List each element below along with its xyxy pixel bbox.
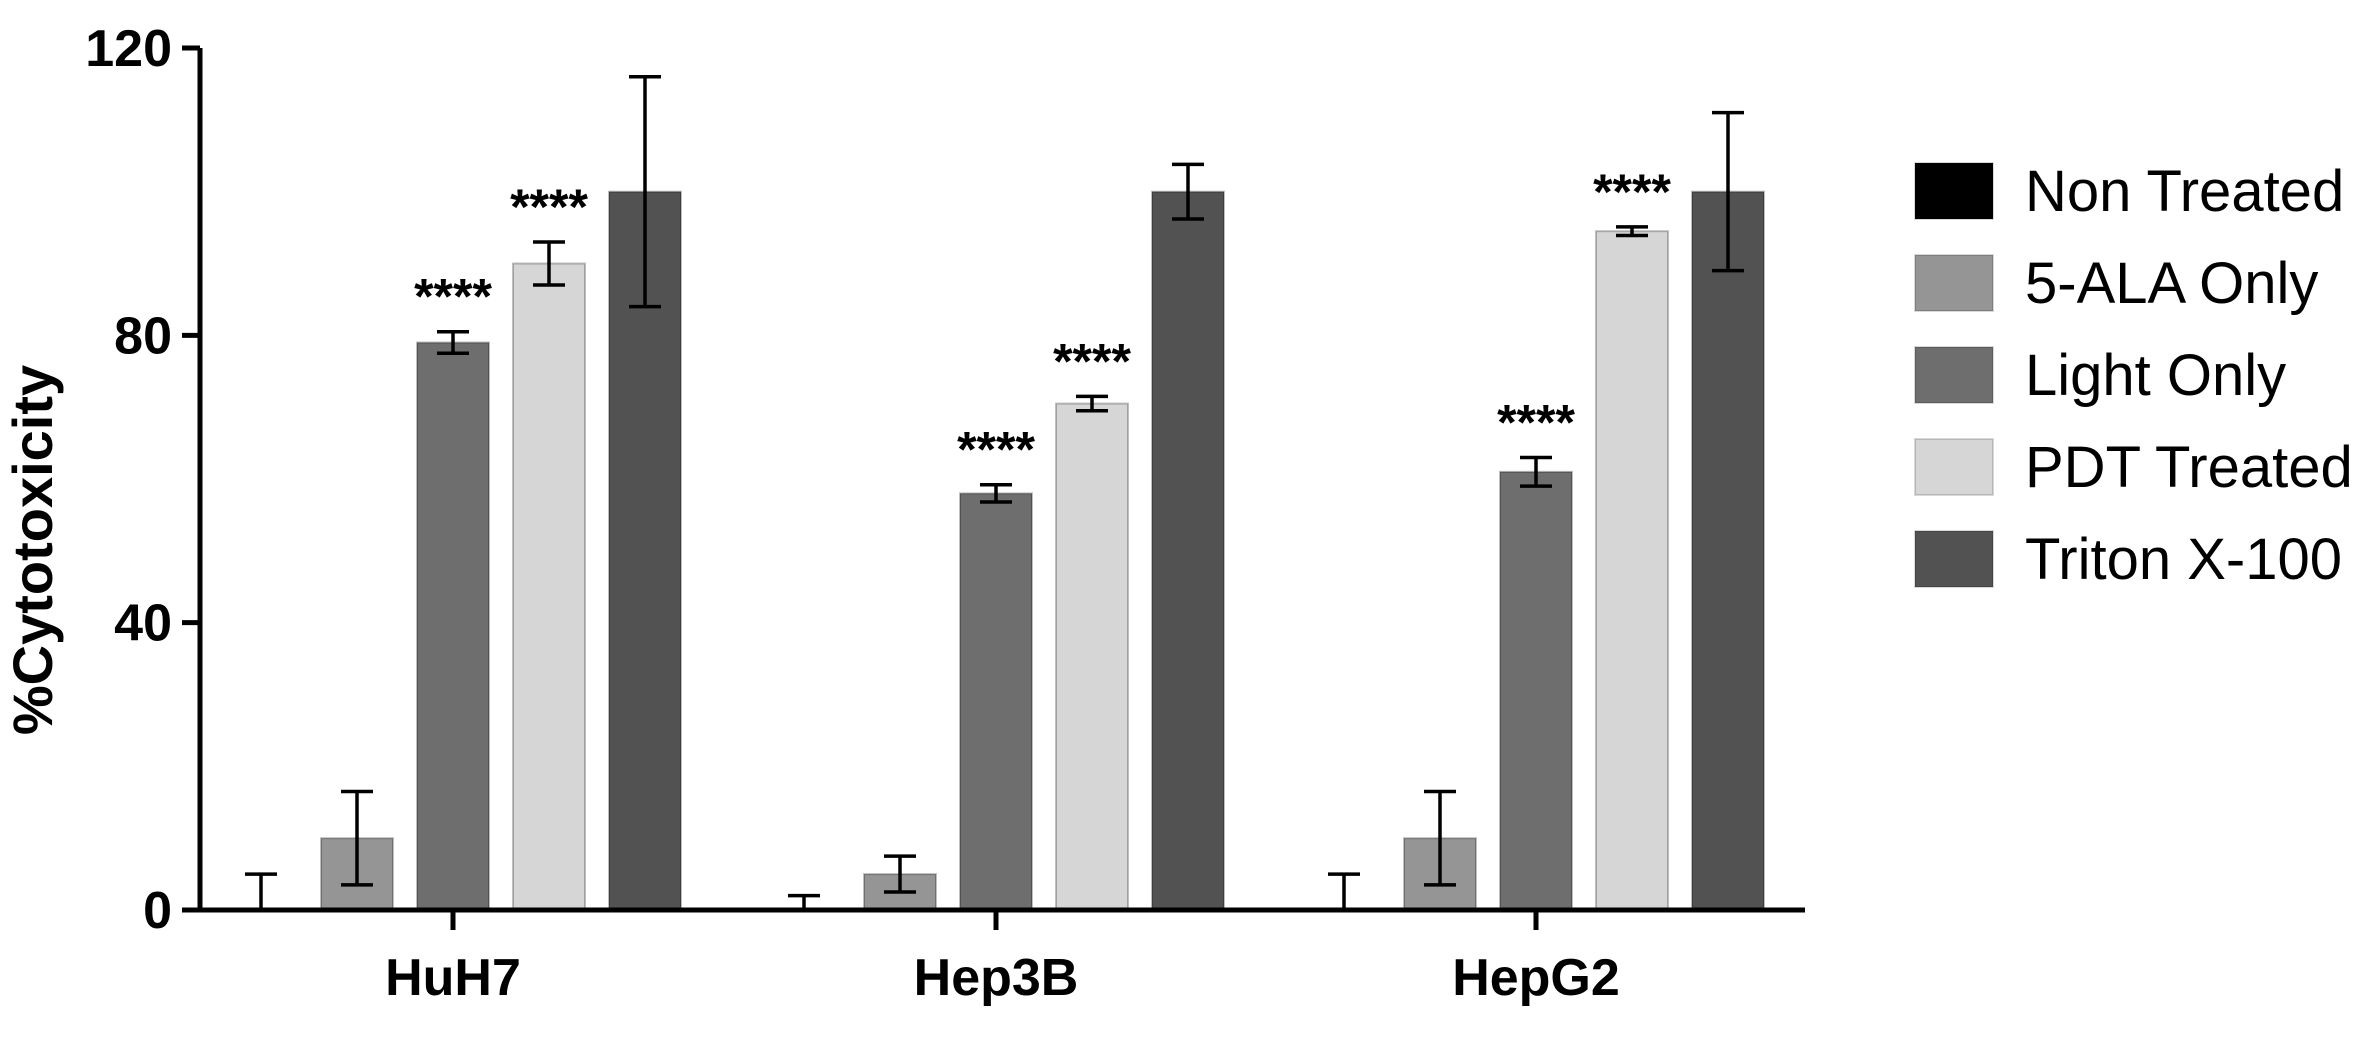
bars-layer xyxy=(320,190,1765,912)
x-ticks: HuH7 Hep3B HepG2 xyxy=(385,910,1620,1007)
error-bars-layer xyxy=(245,74,1744,910)
significance-label: **** xyxy=(1053,333,1131,389)
legend-label: 5-ALA Only xyxy=(2025,251,2318,316)
bar xyxy=(608,190,682,911)
y-tick-label: 120 xyxy=(85,20,172,78)
bar xyxy=(959,492,1033,911)
x-tick-label: HuH7 xyxy=(385,949,521,1007)
significance-label: **** xyxy=(414,269,492,325)
bar xyxy=(1595,230,1669,912)
x-tick-label: Hep3B xyxy=(914,949,1079,1007)
legend-label: Light Only xyxy=(2025,343,2286,408)
bar xyxy=(1499,470,1573,911)
y-axis-label: %Cytotoxicity xyxy=(1,365,64,735)
legend-label: Non Treated xyxy=(2025,159,2344,224)
bar xyxy=(1151,190,1225,911)
legend: Non Treated 5-ALA Only Light Only PDT Treat… xyxy=(1914,159,2353,592)
significance-label: **** xyxy=(957,422,1035,478)
significance-layer: **** **** **** **** **** **** xyxy=(414,164,1671,478)
y-ticks: 0 40 80 120 xyxy=(85,20,200,940)
legend-label: Triton X-100 xyxy=(2025,527,2342,592)
bar xyxy=(512,262,586,911)
bar xyxy=(416,341,490,911)
bar xyxy=(1691,190,1765,911)
legend-swatch xyxy=(1914,162,1994,220)
legend-swatch xyxy=(1914,438,1994,496)
significance-label: **** xyxy=(510,179,588,235)
y-tick-label: 80 xyxy=(114,307,172,365)
x-tick-label: HepG2 xyxy=(1452,949,1620,1007)
bar xyxy=(1055,402,1129,911)
legend-swatch xyxy=(1914,346,1994,404)
significance-label: **** xyxy=(1497,394,1575,450)
legend-swatch xyxy=(1914,530,1994,588)
legend-swatch xyxy=(1914,254,1994,312)
significance-label: **** xyxy=(1593,164,1671,220)
y-tick-label: 40 xyxy=(114,595,172,653)
y-tick-label: 0 xyxy=(143,882,172,940)
legend-label: PDT Treated xyxy=(2025,435,2353,500)
